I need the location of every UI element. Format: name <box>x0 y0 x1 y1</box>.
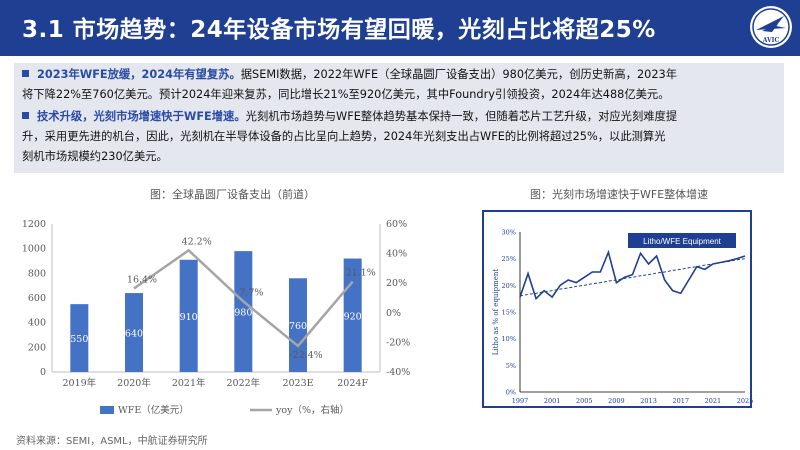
litho-wfe-line <box>519 249 746 301</box>
wfe-bar <box>125 293 143 372</box>
y-tick-label: 5% <box>506 362 516 370</box>
y-tick-label: 25% <box>502 255 516 263</box>
legend-label: Litho/WFE Equipment <box>643 237 722 246</box>
yoy-data-label: 42.2% <box>182 236 212 247</box>
bullet-2-text: 光刻机市场趋势与WFE整体趋势基本保持一致，但随着芯片工艺升级，对应光刻难度提 <box>245 110 678 123</box>
x-tick-label: 2021年 <box>172 377 206 389</box>
right-y-tick-label: 40% <box>386 249 407 260</box>
bar-data-label: 920 <box>344 311 362 322</box>
bar-data-label: 640 <box>125 329 143 340</box>
bar-data-label: 760 <box>289 321 307 332</box>
x-tick-label: 2022年 <box>226 377 260 389</box>
y-axis-title: Litho as % of equipment <box>492 269 500 356</box>
yoy-data-label: 7.7% <box>239 287 263 298</box>
bullet-2-text-cont2: 刻机市场规模约230亿美元。 <box>22 150 168 163</box>
right-y-tick-label: -20% <box>386 337 410 348</box>
x-tick-label: 2017 <box>672 397 689 405</box>
left-chart-yoy-line <box>133 248 354 348</box>
bullet-1-text: 据SEMI数据，2022年WFE（全球晶圆厂设备支出）980亿美元，创历史新高，… <box>240 68 678 81</box>
wfe-bar <box>289 278 307 372</box>
right-y-tick-label: 20% <box>386 278 407 289</box>
x-tick-label: 2005 <box>576 397 593 405</box>
right-figure-caption: 图：光刻市场增速快于WFE整体增速 <box>530 188 709 201</box>
legend-box <box>628 233 736 248</box>
trend-line <box>519 258 746 297</box>
bullet-1-text-cont: 将下降22%至760亿美元。预计2024年迎来复苏，同比增长21%至920亿美元… <box>22 88 670 101</box>
logo-text: AVIC <box>762 37 780 44</box>
left-y-tick-label: 1000 <box>22 244 46 255</box>
x-tick-label: 2023E <box>282 378 313 389</box>
y-tick-label: 15% <box>502 309 516 317</box>
left-y-tick-label: 600 <box>28 293 46 304</box>
right-y-tick-label: 0% <box>386 308 401 319</box>
left-y-tick-label: 0 <box>40 367 46 378</box>
y-tick-label: 20% <box>502 282 516 290</box>
legend-line-label: yoy（%，右轴） <box>275 404 349 416</box>
y-tick-label: 0% <box>506 389 516 397</box>
x-tick-label: 2019年 <box>62 377 96 389</box>
yoy-data-label: -22.4% <box>289 350 322 361</box>
yoy-data-label: 21.1% <box>346 268 376 279</box>
right-y-tick-label: 60% <box>386 219 407 230</box>
wfe-bar <box>70 304 89 372</box>
yoy-line <box>133 248 354 348</box>
legend-bar-swatch <box>100 406 114 414</box>
right-chart-legend: Litho/WFE Equipment <box>628 233 736 248</box>
bullet-1: 2023年WFE放缓，2024年有望复苏。据SEMI数据，2022年WFE（全球… <box>22 65 774 105</box>
wfe-bar <box>234 251 253 372</box>
left-y-tick-label: 200 <box>28 342 46 353</box>
yoy-data-label: 16.4% <box>127 275 157 286</box>
x-tick-label: 2001 <box>544 397 561 405</box>
summary-box: 2023年WFE放缓，2024年有望复苏。据SEMI数据，2022年WFE（全球… <box>14 63 784 173</box>
left-figure-caption: 图：全球晶圆厂设备支出（前道） <box>150 188 315 201</box>
legend-bar-label: WFE（亿美元） <box>118 404 189 416</box>
x-tick-label: 2021 <box>705 397 722 405</box>
bar-data-label: 910 <box>180 312 198 323</box>
left-y-tick-label: 1200 <box>22 219 46 230</box>
bullet-square-icon <box>22 112 29 119</box>
bullet-2-text-cont: 升，采用更先进的机台，因此，光刻机在半导体设备的占比呈向上趋势，2024年光刻支… <box>22 130 666 143</box>
page-title: 3.1 市场趋势：24年设备市场有望回暖，光刻占比将超25% <box>22 17 656 43</box>
x-tick-label: 2020年 <box>117 377 151 389</box>
left-y-tick-label: 800 <box>28 268 46 279</box>
left-y-tick-label: 400 <box>28 318 46 329</box>
wfe-bar <box>179 259 198 372</box>
bar-data-label: 980 <box>234 308 252 319</box>
header-bar: 3.1 市场趋势：24年设备市场有望回暖，光刻占比将超25% AVIC <box>0 0 800 56</box>
bar-data-label: 550 <box>70 334 88 345</box>
avic-logo-icon: AVIC <box>750 6 792 48</box>
bullet-2: 技术升级，光刻市场增速快于WFE增速。光刻机市场趋势与WFE整体趋势基本保持一致… <box>22 107 774 167</box>
bullet-1-highlight: 2023年WFE放缓，2024年有望复苏。 <box>37 68 241 81</box>
y-tick-label: 10% <box>502 335 516 343</box>
right-y-tick-label: -40% <box>386 367 410 378</box>
bullet-square-icon <box>22 70 29 77</box>
x-tick-label: 2025 <box>737 397 754 405</box>
right-chart-lines <box>519 249 746 301</box>
right-chart-axes: 0% 5% 10% 15% 20% 25% 30% 1997 2001 2005 2009 2013 2… <box>492 229 753 406</box>
left-chart-labels: 550 640 910 980 760 920 16.4% 42.2% 7.7% -22.4% 21… <box>70 236 375 361</box>
left-chart-axes: 0 200 400 600 800 1000 1200 -40% -20% 0% 20% 40% 60%… <box>22 219 411 389</box>
x-tick-label: 2009 <box>608 397 625 405</box>
bullet-2-highlight: 技术升级，光刻市场增速快于WFE增速。 <box>37 110 246 123</box>
source-note: 资料来源：SEMI，ASML，中航证券研究所 <box>16 436 208 447</box>
x-tick-label: 2024F <box>337 378 368 389</box>
left-chart-legend: WFE（亿美元） yoy（%，右轴） <box>100 404 349 416</box>
x-tick-label: 1997 <box>512 397 529 405</box>
y-tick-label: 30% <box>502 229 516 237</box>
x-tick-label: 2013 <box>640 397 657 405</box>
